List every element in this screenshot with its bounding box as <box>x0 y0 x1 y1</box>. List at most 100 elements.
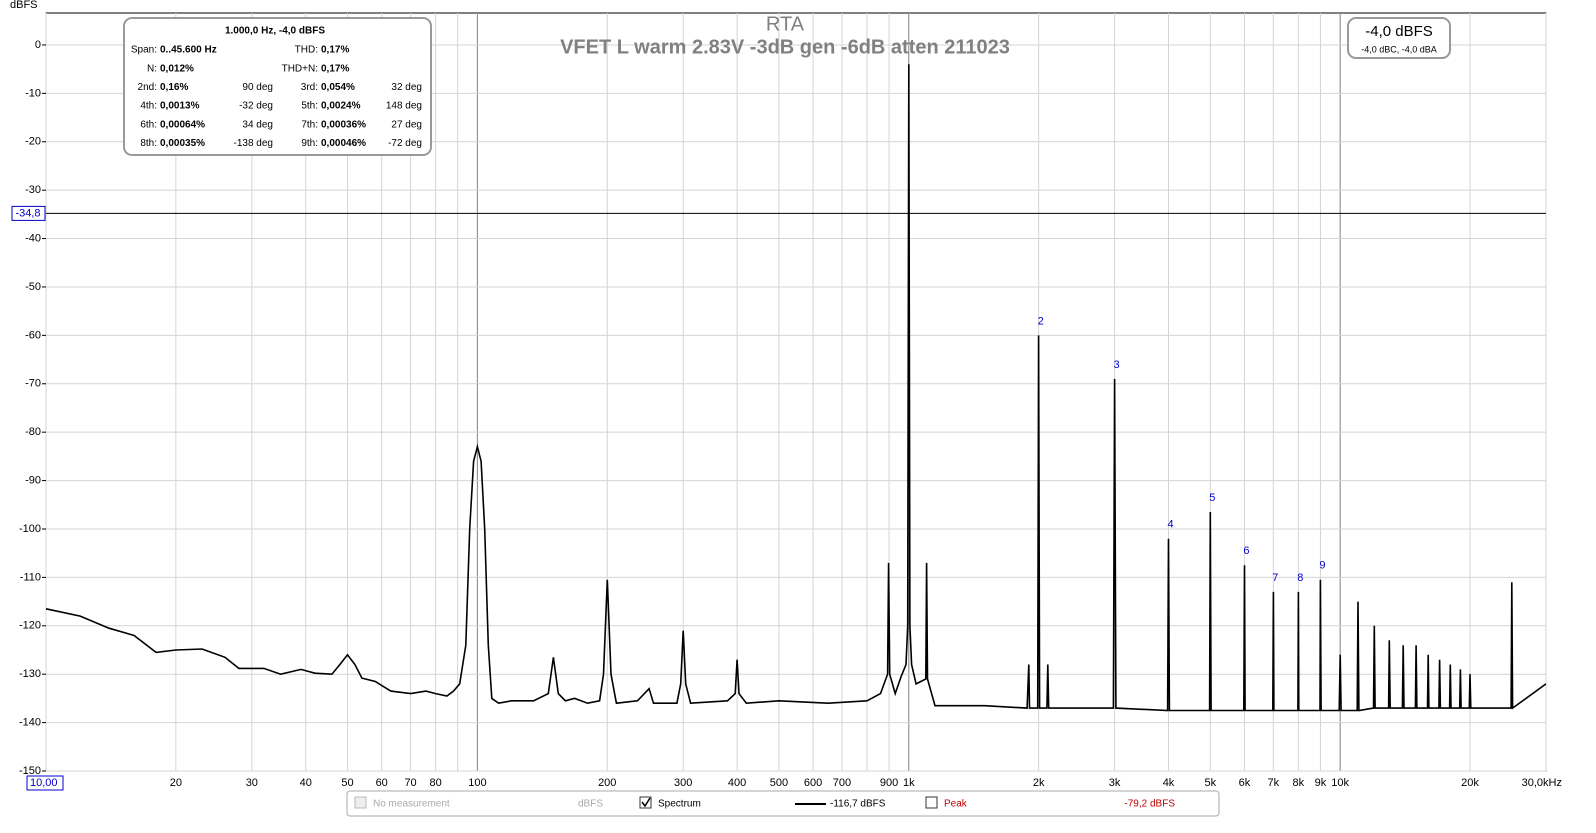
x-tick-label: 7k <box>1268 777 1280 789</box>
info-cell: -138 deg <box>234 138 273 149</box>
x-tick-label: 6k <box>1239 777 1251 789</box>
info-cell: N: <box>147 63 157 74</box>
info-cell: 0..45.600 Hz <box>160 45 217 56</box>
x-tick-label: 300 <box>674 777 692 789</box>
info-cell: 32 deg <box>391 82 422 93</box>
x-tick-label: 80 <box>429 777 441 789</box>
x-tick-label: 2k <box>1033 777 1045 789</box>
harmonic-label: 3 <box>1114 359 1120 371</box>
x-tick-label: 4k <box>1163 777 1175 789</box>
info-cell: 4th: <box>140 101 157 112</box>
y-tick-label: -110 <box>20 571 41 583</box>
x-tick-label: 900 <box>880 777 898 789</box>
x-start-box <box>26 775 64 791</box>
y-tick-label: -10 <box>25 87 41 99</box>
info-cell: 0,16% <box>160 82 188 93</box>
info-cell: 0,0013% <box>160 101 200 112</box>
y-tick-label: -130 <box>19 668 41 680</box>
harmonic-label: 2 <box>1038 315 1044 327</box>
x-tick-label: 5k <box>1204 777 1216 789</box>
x-tick-label: 70 <box>404 777 416 789</box>
info-box <box>123 17 432 156</box>
y-tick-label: -100 <box>19 523 41 535</box>
info-cell: 27 deg <box>391 119 422 130</box>
x-tick-label: 10k <box>1331 777 1349 789</box>
legend-spectrum: Spectrum <box>658 799 701 810</box>
info-cell: THD+N: <box>282 63 318 74</box>
x-tick-label: 8k <box>1293 777 1305 789</box>
x-tick-label: 10,00 <box>30 777 58 789</box>
info-cell: Span: <box>131 45 157 56</box>
level-box <box>1347 17 1451 59</box>
harmonic-label: 7 <box>1272 572 1278 584</box>
info-cell: 0,0024% <box>321 101 361 112</box>
x-tick-label: 1k <box>903 777 915 789</box>
level-value: -4,0 dBFS <box>1365 23 1433 40</box>
info-cell: 0,17% <box>321 63 349 74</box>
x-tick-label: 100 <box>468 777 486 789</box>
info-cell: 8th: <box>140 138 157 149</box>
x-tick-label: 40 <box>300 777 312 789</box>
chart-subtitle: VFET L warm 2.83V -3dB gen -6dB atten 21… <box>560 36 1010 58</box>
cursor-box <box>11 205 46 221</box>
x-tick-label: 3k <box>1109 777 1121 789</box>
checkbox-peak[interactable] <box>925 796 938 809</box>
info-cell: 0,012% <box>160 63 194 74</box>
check-mark <box>641 797 651 808</box>
legend-no-measurement: No measurement <box>373 799 450 810</box>
checkbox-no-measurement[interactable] <box>354 796 367 809</box>
y-tick-label: -80 <box>25 426 41 438</box>
x-tick-label: 20 <box>170 777 182 789</box>
info-cell: 90 deg <box>242 82 273 93</box>
y-tick-label: -50 <box>25 281 41 293</box>
info-cell: 0,00064% <box>160 119 205 130</box>
y-axis-label: dBFS <box>10 0 38 11</box>
harmonic-label: 4 <box>1167 519 1173 531</box>
x-tick-label: 20k <box>1461 777 1479 789</box>
legend-peak-level: -79,2 dBFS <box>1124 799 1175 810</box>
info-cell: 148 deg <box>386 101 422 112</box>
info-cell: 2nd: <box>138 82 157 93</box>
info-cell: 0,00036% <box>321 119 366 130</box>
level-detail: -4,0 dBC, -4,0 dBA <box>1361 44 1437 54</box>
info-cell: 6th: <box>140 119 157 130</box>
x-tick-label: 9k <box>1315 777 1327 789</box>
info-cell: 0,054% <box>321 82 355 93</box>
y-tick-label: -90 <box>25 474 41 486</box>
y-tick-label: -140 <box>19 717 41 729</box>
info-cell: 9th: <box>301 138 318 149</box>
info-cell: 0,17% <box>321 45 349 56</box>
x-tick-label: 700 <box>833 777 851 789</box>
y-tick-label: -40 <box>25 232 41 244</box>
y-tick-label: -120 <box>19 620 41 632</box>
y-tick-label: -60 <box>25 329 41 341</box>
x-tick-label: 30,0kHz <box>1522 777 1562 789</box>
info-cell: 0,00035% <box>160 138 205 149</box>
y-tick-label: -70 <box>25 378 41 390</box>
cursor-label: -34,8 <box>15 207 40 219</box>
chart-title: RTA <box>766 13 805 35</box>
info-cell: 34 deg <box>242 119 273 130</box>
info-cell: THD: <box>295 45 318 56</box>
checkbox-spectrum[interactable] <box>639 796 652 809</box>
info-cell: 3rd: <box>301 82 318 93</box>
y-tick-label: -150 <box>19 765 41 777</box>
x-tick-label: 500 <box>770 777 788 789</box>
y-tick-label: -30 <box>25 184 41 196</box>
info-cell: 5th: <box>301 101 318 112</box>
info-cell: 0,00046% <box>321 138 366 149</box>
harmonic-label: 9 <box>1319 560 1325 572</box>
y-tick-label: 0 <box>35 39 41 51</box>
x-tick-label: 60 <box>376 777 388 789</box>
legend-unit: dBFS <box>578 799 603 810</box>
x-tick-label: 50 <box>341 777 353 789</box>
harmonic-label: 6 <box>1243 545 1249 557</box>
info-header: 1.000,0 Hz, -4,0 dBFS <box>225 26 325 37</box>
legend-bar <box>346 790 1220 817</box>
legend-peak: Peak <box>944 799 968 810</box>
legend-spectrum-level: -116,7 dBFS <box>830 799 886 810</box>
harmonic-label: 8 <box>1297 572 1303 584</box>
info-cell: -32 deg <box>239 101 273 112</box>
x-tick-label: 400 <box>728 777 746 789</box>
